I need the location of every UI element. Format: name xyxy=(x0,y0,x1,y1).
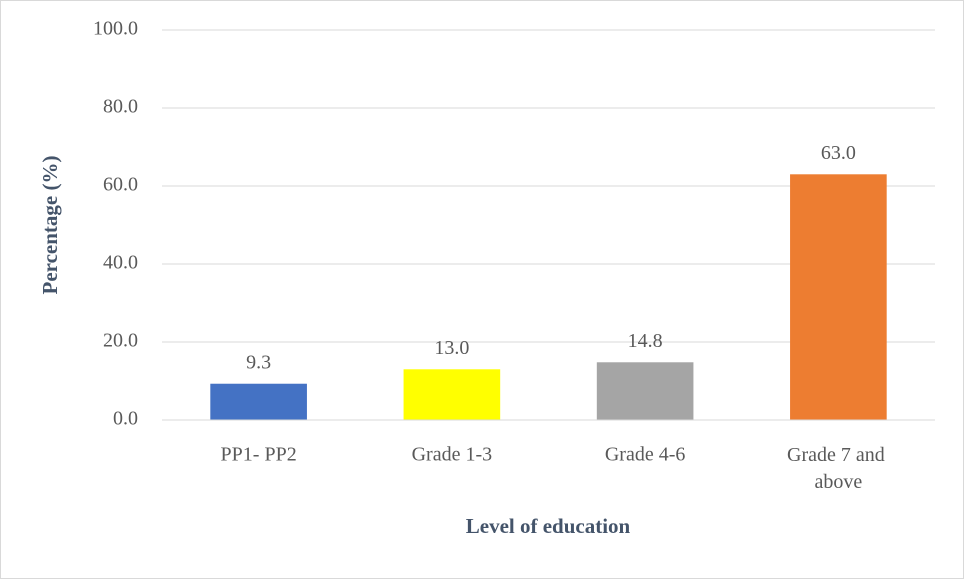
bar xyxy=(790,174,887,420)
x-tick-label: Grade 4-6 xyxy=(605,444,686,466)
data-label: 9.3 xyxy=(246,351,271,373)
x-axis-title: Level of education xyxy=(466,514,631,538)
x-tick-label: PP1- PP2 xyxy=(221,444,297,466)
data-label: 63.0 xyxy=(821,142,856,164)
x-tick-label: Grade 1-3 xyxy=(412,444,493,466)
x-tick-label: Grade 7 and above xyxy=(787,444,890,493)
bar xyxy=(596,362,694,420)
y-tick-label: 40.0 xyxy=(103,252,138,274)
y-tick-label: 100.0 xyxy=(93,18,138,40)
bar xyxy=(403,369,501,420)
data-label: 14.8 xyxy=(628,330,663,352)
y-axis-title: Percentage (%) xyxy=(38,156,62,295)
bar xyxy=(210,383,307,420)
data-label: 13.0 xyxy=(434,337,469,359)
y-tick-label: 80.0 xyxy=(103,96,138,118)
y-tick-label: 0.0 xyxy=(113,408,138,430)
y-tick-label: 20.0 xyxy=(103,330,138,352)
y-tick-label: 60.0 xyxy=(103,174,138,196)
